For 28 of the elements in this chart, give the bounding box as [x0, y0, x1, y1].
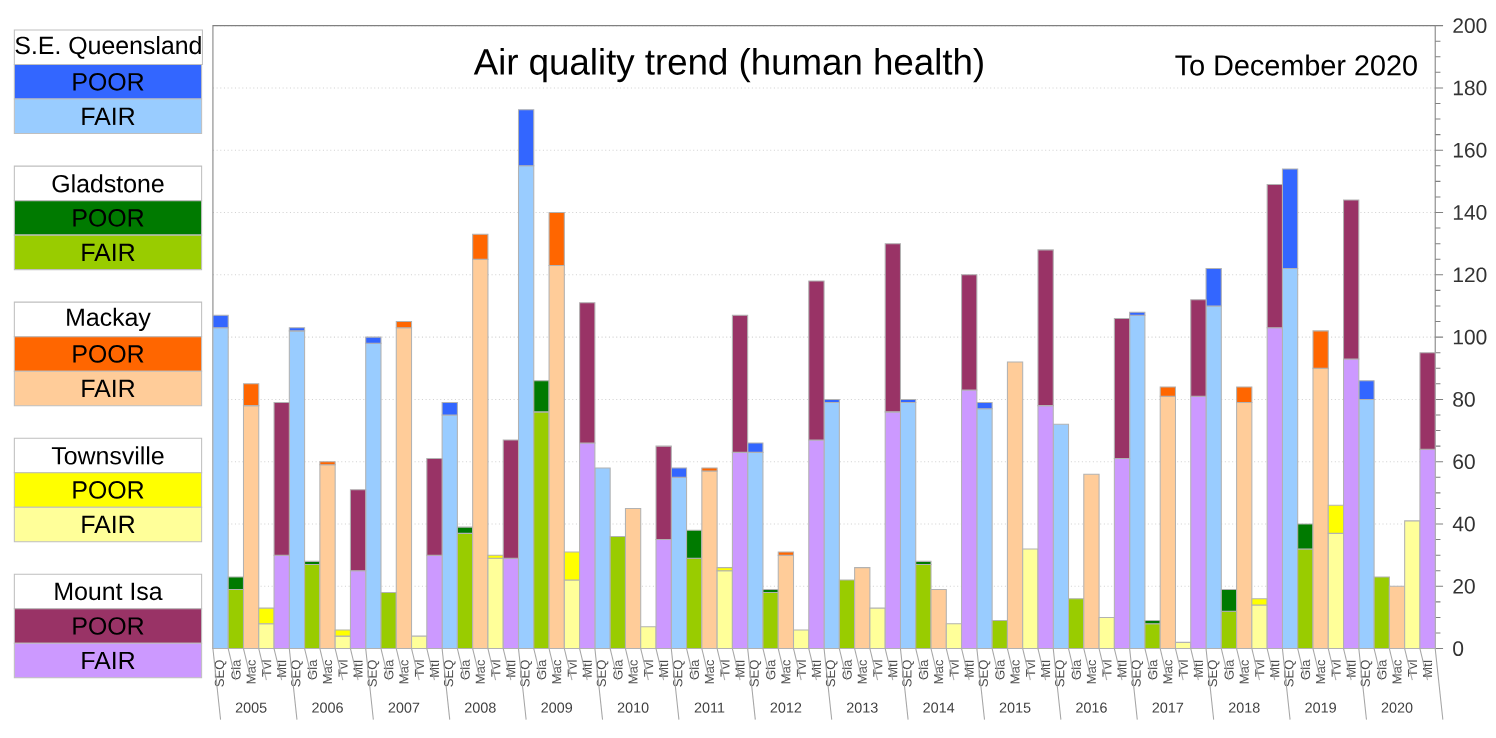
- text: S.E. Queensland: [15, 36, 201, 60]
- text: FAIR: [82, 380, 135, 398]
- y-tick-label: 160: [1453, 143, 1487, 158]
- y-tick-label: 80: [1453, 392, 1475, 408]
- text: FAIR: [82, 108, 135, 126]
- y-tick-label: 140: [1453, 205, 1487, 221]
- text: Mount Isa: [55, 583, 163, 601]
- y-tick-label: 180: [1453, 80, 1487, 96]
- text: POOR: [73, 209, 144, 228]
- y-tick-label: 40: [1452, 516, 1475, 532]
- text: POOR: [73, 345, 144, 364]
- y-tick-label: 20: [1453, 579, 1475, 595]
- text: Air quality trend (human health): [473, 48, 983, 83]
- y-tick-label: 200: [1453, 18, 1487, 34]
- y-tick-label: 60: [1453, 454, 1475, 470]
- y-tick-label: 100: [1453, 330, 1487, 345]
- text: To December 2020: [1175, 54, 1417, 76]
- text: POOR: [73, 481, 144, 500]
- text: POOR: [73, 73, 144, 91]
- text: Gladstone: [52, 174, 164, 193]
- y-tick-label: 120: [1453, 267, 1487, 283]
- text: FAIR: [82, 516, 135, 534]
- text: Townsville: [51, 446, 164, 465]
- y-tick-label: 0: [1453, 641, 1464, 657]
- text: FAIR: [82, 652, 135, 670]
- text: POOR: [73, 617, 144, 636]
- text: Mackay: [67, 308, 151, 332]
- text: FAIR: [82, 244, 135, 262]
